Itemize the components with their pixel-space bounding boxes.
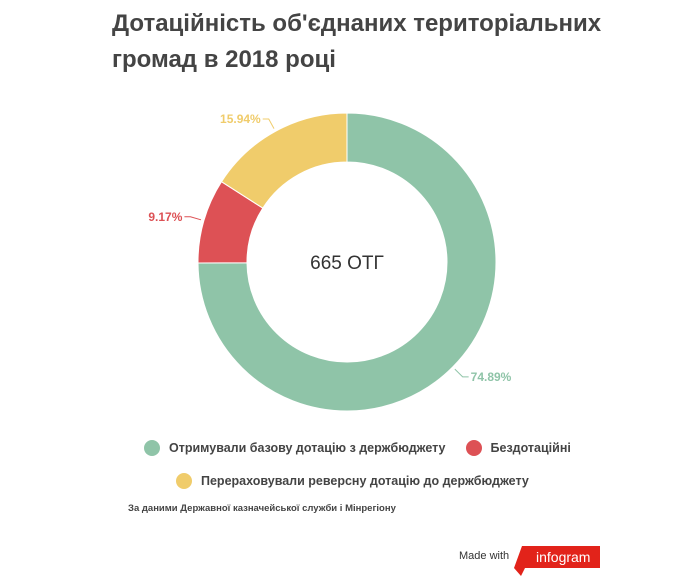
- donut-chart: 74.89% 9.17% 15.94% 665 ОТГ: [148, 112, 512, 412]
- made-with-text: Made with: [459, 550, 510, 562]
- infogram-logo-icon: [514, 546, 600, 576]
- legend-label: Бездотаційні: [490, 441, 571, 455]
- source-note: За даними Державної казначейської служби…: [128, 503, 396, 514]
- legend-item-reverse-subsidy[interactable]: Перераховували реверсну дотацію до держб…: [176, 473, 529, 489]
- legend-row-2: Перераховували реверсну дотацію до держб…: [176, 473, 529, 489]
- legend-row-1: Отримували базову дотацію з держбюджету …: [144, 440, 571, 456]
- legend-swatch: [465, 440, 482, 456]
- brand-name: infogram: [536, 549, 591, 565]
- slice-label-1: 9.17%: [148, 210, 182, 224]
- legend-item-no-subsidy[interactable]: Бездотаційні: [465, 440, 571, 456]
- legend-label: Отримували базову дотацію з держбюджету: [169, 441, 446, 455]
- center-label: 665 ОТГ: [310, 253, 384, 274]
- donut-slice-2[interactable]: [220, 112, 348, 209]
- legend-swatch: [176, 473, 192, 489]
- slice-label-2: 15.94%: [220, 112, 261, 126]
- leader-line-2: [262, 118, 275, 129]
- legend-item-base-subsidy[interactable]: Отримували базову дотацію з держбюджету: [144, 440, 446, 456]
- infogram-logo-link[interactable]: infogram: [512, 545, 601, 577]
- leader-line-0: [454, 368, 469, 378]
- slice-label-0: 74.89%: [471, 370, 512, 384]
- legend-swatch: [144, 440, 160, 456]
- legend-label: Перераховували реверсну дотацію до держб…: [201, 474, 529, 488]
- chart-title: Дотаційність об'єднаних територіальних г…: [112, 10, 602, 73]
- leader-line-1: [184, 216, 202, 221]
- donut-slice-0[interactable]: [197, 112, 497, 412]
